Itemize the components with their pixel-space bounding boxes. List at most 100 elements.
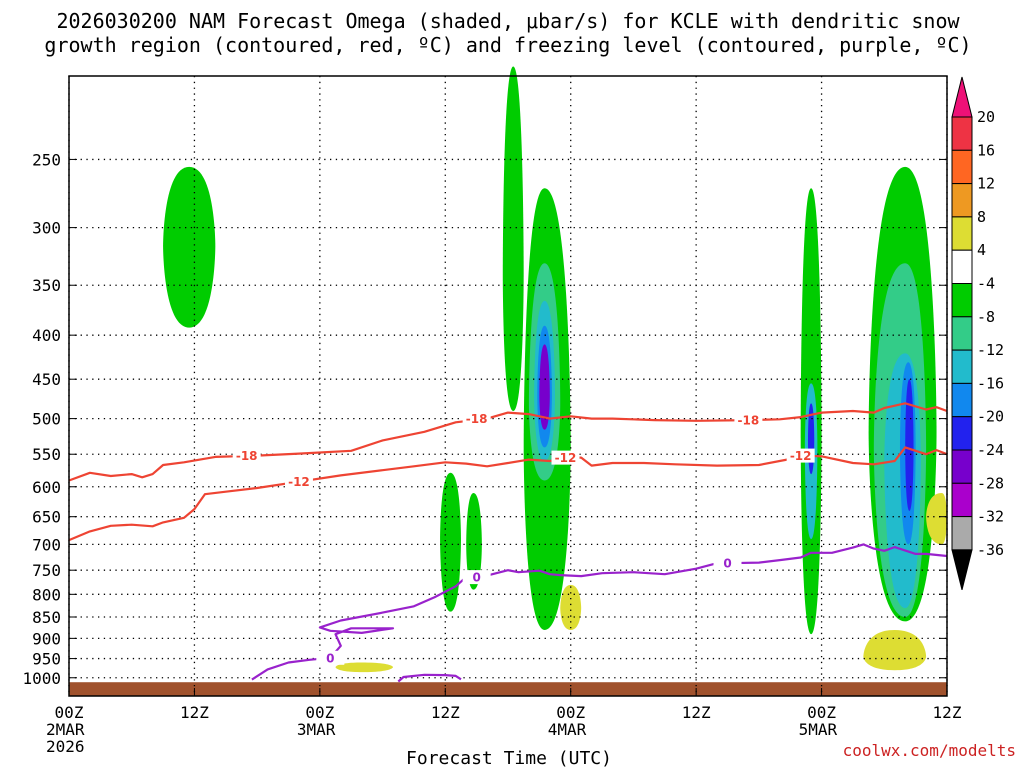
x-tick-label: 5MAR (799, 720, 838, 739)
x-tick-label: 00Z (556, 703, 585, 722)
contour-label: -12 (288, 475, 310, 489)
omega-rising-2 (863, 629, 927, 671)
chart-title-line-1: 2026030200 NAM Forecast Omega (shaded, μ… (56, 9, 960, 33)
colorbar-bin (951, 349, 973, 384)
colorbar-bin (951, 249, 973, 284)
contour-layer: -18 -18 -18 -12 -12 -12 0 0 0 (68, 402, 948, 683)
colorbar-label: -24 (977, 441, 1004, 459)
colorbar-bin (951, 449, 973, 484)
chart-title-line-2: growth region (contoured, red, ºC) and f… (44, 33, 971, 57)
contour-label-bg (232, 448, 261, 463)
y-tick-label: 250 (32, 150, 61, 169)
contour-label-bg (462, 570, 491, 585)
chart-title: 2026030200 NAM Forecast Omega (shaded, μ… (44, 9, 971, 57)
colorbar-bin (951, 316, 973, 351)
contour-label: 0 (472, 571, 480, 585)
colorbar-bin (951, 216, 973, 251)
x-tick-label: 00Z (807, 703, 836, 722)
omega-cell-3f (539, 344, 550, 430)
y-tick-label: 800 (32, 585, 61, 604)
omega-cell-1a (163, 166, 216, 328)
omega-rising-4 (335, 662, 394, 673)
colorbar-label: 16 (977, 141, 995, 159)
colorbar-label: -36 (977, 541, 1004, 559)
y-tick-label: 750 (32, 561, 61, 580)
colorbar-bin (951, 482, 973, 518)
x-tick-label: 00Z (305, 703, 334, 722)
contour-label-bg (284, 474, 313, 489)
x-tick-label: 2026 (46, 737, 85, 756)
contour-label: -18 (738, 414, 760, 428)
contour-label: 0 (326, 651, 334, 665)
omega-rising-3 (926, 492, 947, 545)
x-tick-label: 12Z (431, 703, 460, 722)
contour-label: -12 (790, 449, 812, 463)
y-tick-label: 1000 (22, 669, 61, 688)
colorbar-label: -16 (977, 374, 1004, 392)
x-tick-label: 12Z (682, 703, 711, 722)
contour-label: 0 (723, 557, 731, 571)
y-tick-label: 700 (32, 535, 61, 554)
colorbar-label: 20 (977, 108, 995, 126)
colorbar-bin (951, 382, 973, 418)
colorbar-bin (951, 116, 973, 151)
omega-shading-layer (163, 66, 947, 673)
x-tick-label: 12Z (180, 703, 209, 722)
colorbar-label: -12 (977, 341, 1004, 359)
colorbar-label: -32 (977, 508, 1004, 526)
contour-label: -12 (555, 451, 577, 465)
y-tick-label: 350 (32, 276, 61, 295)
ground-fill (69, 682, 947, 696)
ground-layer (69, 682, 947, 696)
credit-link[interactable]: coolwx.com/modelts (843, 741, 1016, 760)
omega-cell-3a (502, 66, 524, 412)
freezing-level-0C-low-line (397, 673, 462, 683)
contour-label-bg (316, 650, 345, 665)
colorbar-bin (951, 516, 973, 551)
y-axis-ticks: 250 300 350 400 450 500 550 600 650 700 750 800 850 9… (22, 150, 947, 688)
freezing-level-0C-line (251, 543, 948, 681)
colorbar-bin (951, 283, 973, 318)
colorbar-label: -4 (977, 275, 995, 293)
colorbar-upper-arrow (951, 76, 973, 118)
y-tick-label: 400 (32, 326, 61, 345)
x-tick-label: 2MAR (46, 720, 85, 739)
y-tick-label: 650 (32, 508, 61, 527)
x-tick-label: 3MAR (297, 720, 336, 739)
colorbar-lower-arrow (951, 549, 973, 591)
colorbar-label: -28 (977, 474, 1004, 492)
colorbar-label: 8 (977, 208, 986, 226)
y-tick-label: 300 (32, 219, 61, 238)
colorbar-label: -8 (977, 308, 995, 326)
x-tick-label: 12Z (933, 703, 962, 722)
x-axis-title: Forecast Time (UTC) (406, 748, 612, 768)
contour-label-bg (713, 556, 742, 571)
contour-label: -18 (466, 412, 488, 426)
colorbar-label: 4 (977, 241, 986, 259)
colorbar-label: 12 (977, 175, 995, 193)
y-tick-label: 950 (32, 650, 61, 669)
y-tick-label: 900 (32, 629, 61, 648)
contour-label: -18 (236, 449, 258, 463)
x-tick-label: 4MAR (548, 720, 587, 739)
contour-label-bg (786, 448, 815, 463)
colorbar-label: -20 (977, 408, 1004, 426)
y-tick-label: 500 (32, 410, 61, 429)
colorbar: 20 16 12 8 4 -4 -8 -12 -16 -20 -24 -28 -32 -36 (951, 76, 1004, 591)
contour-label-bg (462, 411, 491, 426)
dgz-minus18-line (68, 402, 948, 482)
y-tick-label: 600 (32, 478, 61, 497)
omega-cell-5e (905, 379, 914, 511)
x-tick-label: 00Z (55, 703, 84, 722)
contour-label-bg (734, 413, 763, 428)
colorbar-bin (951, 183, 973, 218)
y-tick-label: 850 (32, 608, 61, 627)
omega-rising-1 (560, 584, 582, 630)
omega-cell-2a (440, 472, 461, 612)
plot-frame (68, 75, 948, 697)
colorbar-bin (951, 416, 973, 451)
contour-label-bg (551, 450, 580, 465)
y-tick-label: 450 (32, 370, 61, 389)
